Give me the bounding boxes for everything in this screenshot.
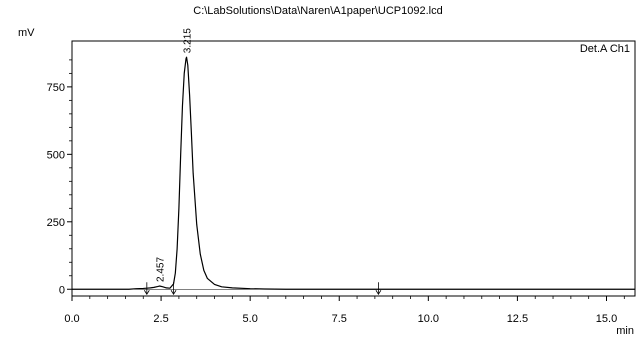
plot-frame — [71, 40, 636, 297]
x-axis-ticks: 0.0 2.5 5.0 7.5 10.0 12.5 15.0 — [64, 296, 625, 325]
marker-arrowhead — [143, 290, 150, 296]
marker-arrowhead — [170, 290, 177, 296]
integration-markers — [143, 282, 382, 296]
x-tick-label: 10.0 — [418, 313, 439, 325]
peak-label: 3.215 — [183, 28, 194, 53]
peak-label: 2.457 — [156, 257, 167, 282]
peak-annotations: 2.457 3.215 — [156, 28, 194, 282]
chart-title: C:\LabSolutions\Data\Naren\A1paper\UCP10… — [193, 5, 442, 17]
y-tick-label: 250 — [47, 217, 65, 229]
x-tick-label: 15.0 — [596, 313, 617, 325]
x-tick-label: 12.5 — [507, 313, 528, 325]
series-group — [72, 56, 635, 290]
series-line — [72, 56, 635, 290]
x-tick-label: 2.5 — [153, 313, 168, 325]
x-tick-label: 7.5 — [332, 313, 347, 325]
x-tick-label: 0.0 — [64, 313, 79, 325]
x-axis-label: min — [616, 325, 634, 337]
y-tick-label: 500 — [47, 149, 65, 161]
y-axis-ticks: 0 250 500 750 — [47, 59, 72, 296]
y-axis-label: mV — [18, 27, 35, 39]
y-tick-label: 750 — [47, 82, 65, 94]
marker-arrowhead — [375, 290, 382, 296]
x-tick-label: 5.0 — [243, 313, 258, 325]
y-tick-label: 0 — [59, 284, 65, 296]
legend-label: Det.A Ch1 — [580, 43, 630, 55]
